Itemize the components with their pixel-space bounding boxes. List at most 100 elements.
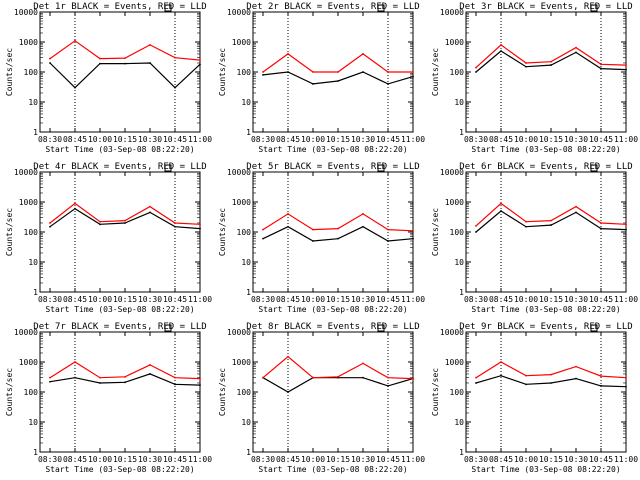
data-point-events [475, 231, 477, 233]
data-point-events [74, 207, 76, 210]
y-tick-label: 1000 [19, 358, 38, 367]
y-tick-label: 100 [237, 68, 252, 77]
y-axis-label: Counts/sec [431, 208, 440, 256]
small-square-marker-icon [590, 4, 598, 12]
plot-frame [465, 11, 627, 133]
y-tick-label: 10000 [440, 168, 464, 177]
x-tick-label: 08:45 [63, 455, 87, 464]
small-square-marker-icon [164, 324, 172, 332]
series-line-events [49, 373, 201, 386]
x-tick-label: 10:30 [351, 295, 375, 304]
plot-frame [252, 331, 414, 453]
data-point-events [287, 71, 289, 73]
x-tick-label: 11:00 [188, 455, 212, 464]
small-square-marker-icon [590, 164, 598, 172]
x-tick-label: 10:15 [113, 455, 137, 464]
data-point-lld [312, 228, 314, 231]
panel-title: Det 8r BLACK = Events, RED = LLD [246, 322, 419, 332]
data-point-events [337, 237, 339, 240]
y-tick-label: 1 [33, 288, 38, 297]
y-tick-label: 1000 [232, 38, 251, 47]
data-point-events [387, 384, 389, 387]
data-point-lld [262, 228, 264, 231]
data-point-lld [412, 377, 414, 380]
x-tick-label: 08:30 [464, 295, 488, 304]
data-point-events [74, 86, 76, 89]
y-tick-label: 1000 [445, 198, 464, 207]
y-tick-label: 10 [28, 98, 38, 107]
x-tick-label: 10:45 [163, 295, 187, 304]
x-tick-label: 10:00 [88, 455, 112, 464]
data-point-events [49, 225, 51, 228]
x-tick-label: 08:45 [276, 135, 300, 144]
data-point-events [475, 382, 477, 384]
x-tick-label: 10:45 [376, 295, 400, 304]
data-point-lld [124, 57, 126, 60]
data-point-lld [387, 228, 389, 231]
x-axis-label: Start Time (03-Sep-08 08:22:20) [258, 145, 407, 154]
data-point-events [312, 83, 314, 85]
x-tick-label: 10:45 [163, 135, 187, 144]
data-point-lld [362, 53, 364, 55]
data-point-lld [575, 205, 577, 208]
data-point-lld [199, 59, 201, 61]
x-axis-label: Start Time (03-Sep-08 08:22:20) [45, 305, 194, 314]
data-point-events [174, 86, 176, 89]
panel-title: Det 5r BLACK = Events, RED = LLD [246, 162, 419, 172]
plot-frame [39, 11, 201, 133]
data-point-lld [149, 364, 151, 366]
data-point-lld [525, 62, 527, 64]
x-tick-label: 10:00 [88, 295, 112, 304]
data-point-lld [287, 355, 289, 358]
data-point-events [625, 68, 627, 71]
y-tick-label: 1 [33, 448, 38, 457]
data-point-events [575, 377, 577, 380]
x-axis-label: Start Time (03-Sep-08 08:22:20) [258, 465, 407, 474]
data-point-lld [49, 222, 51, 224]
data-point-lld [337, 71, 339, 73]
data-point-lld [174, 222, 176, 224]
y-tick-label: 10 [454, 418, 464, 427]
y-tick-label: 1 [459, 128, 464, 137]
x-tick-label: 10:15 [539, 455, 563, 464]
data-point-lld [199, 377, 201, 380]
detector-panel-1: Det 1r BLACK = Events, RED = LLD 1 10 100 10… [5, 2, 212, 154]
y-tick-label: 100 [24, 228, 39, 237]
series-line-lld [262, 53, 413, 73]
x-tick-label: 08:45 [63, 135, 87, 144]
data-point-lld [387, 376, 389, 379]
data-point-lld [74, 361, 76, 363]
detector-panel-9: Det 9r BLACK = Events, RED = LLD 1 10 100 10… [431, 322, 638, 474]
data-point-events [312, 240, 314, 242]
x-tick-label: 10:30 [351, 135, 375, 144]
x-tick-label: 11:00 [401, 455, 425, 464]
data-point-lld [199, 223, 201, 226]
y-tick-label: 10 [28, 258, 38, 267]
y-tick-label: 100 [24, 388, 39, 397]
data-point-lld [625, 64, 627, 66]
panel-title: Det 7r BLACK = Events, RED = LLD [33, 322, 206, 332]
x-tick-label: 11:00 [401, 295, 425, 304]
x-tick-label: 10:30 [564, 455, 588, 464]
data-point-lld [74, 202, 76, 205]
data-point-events [149, 211, 151, 214]
data-point-lld [262, 376, 264, 379]
x-tick-label: 11:00 [188, 135, 212, 144]
y-tick-label: 10000 [440, 328, 464, 337]
data-point-events [337, 80, 339, 82]
data-point-events [575, 51, 577, 54]
series-line-events [49, 62, 201, 89]
x-tick-label: 08:30 [38, 135, 62, 144]
data-point-events [199, 384, 201, 386]
data-point-events [387, 240, 389, 242]
series-line-lld [49, 40, 201, 61]
data-point-events [287, 391, 289, 393]
data-point-events [625, 385, 627, 388]
data-point-lld [149, 44, 151, 46]
plot-frame [39, 171, 201, 293]
x-tick-label: 10:00 [88, 135, 112, 144]
y-tick-label: 10 [28, 418, 38, 427]
x-tick-label: 10:30 [351, 455, 375, 464]
data-point-lld [387, 71, 389, 73]
small-square-marker-icon [377, 4, 385, 12]
